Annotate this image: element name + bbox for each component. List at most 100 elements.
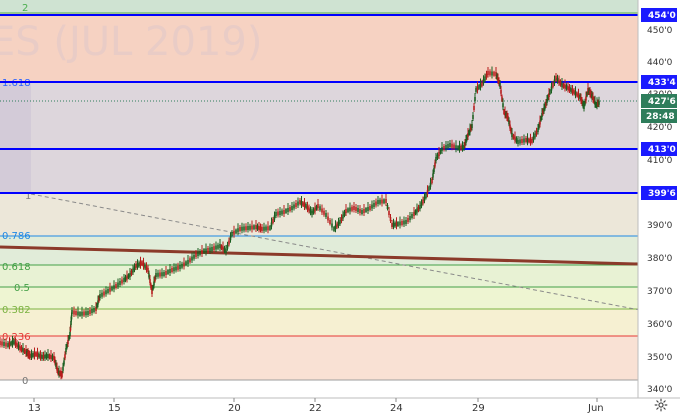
price-bar-body (299, 200, 301, 204)
dashed-trendline[interactable] (30, 193, 641, 311)
price-bar-body (185, 261, 187, 266)
price-bar-body (369, 206, 371, 210)
price-bar-body (115, 284, 117, 288)
price-bar-body (405, 220, 407, 224)
price-bar-body (416, 208, 418, 213)
price-bar-body (177, 265, 179, 270)
price-bar-body (377, 200, 379, 204)
price-bar-body (85, 311, 87, 316)
price-tag-413: 413'0 (641, 142, 677, 156)
price-bar-body (315, 205, 318, 210)
fib-lines (0, 12, 638, 381)
price-bar-body (512, 134, 515, 139)
price-bar-body (365, 208, 367, 212)
price-bar-body (243, 226, 245, 231)
support-trendline[interactable] (0, 245, 639, 266)
price-bar-body (69, 326, 72, 331)
price-bar-body (580, 97, 582, 102)
price-bar-body (510, 128, 512, 133)
price-bar-body (183, 262, 185, 267)
price-bar-body (476, 86, 479, 91)
price-bar-body (353, 206, 355, 210)
price-bar-body (379, 199, 381, 204)
ytick-340: 340'0 (647, 385, 673, 395)
price-bar-body (433, 168, 435, 172)
price-bar-body (191, 256, 193, 261)
time-axis-ticks: 13 15 20 22 24 29 Jun (28, 398, 604, 414)
price-bar-body (247, 226, 249, 230)
price-bar-body (203, 249, 205, 253)
price-bar-body (70, 321, 72, 325)
price-bar-body (157, 272, 159, 277)
fib-label-0382: 0.382 (2, 305, 31, 316)
price-bar-body (28, 353, 30, 357)
price-bar-body (413, 212, 415, 216)
price-bar-body (62, 366, 64, 371)
fib-label-05: 0.5 (14, 283, 30, 294)
price-bar-body (439, 149, 442, 154)
price-bar-body (436, 154, 439, 159)
fib-label-0: 0 (22, 376, 28, 387)
price-bar-body (5, 342, 7, 347)
price-bar-body (425, 194, 427, 198)
price-bar-body (340, 217, 343, 222)
price-bar-body (429, 182, 432, 187)
price-bar-body (547, 96, 549, 100)
price-bar-body (32, 353, 34, 357)
price-bar-body (501, 96, 503, 101)
price-bar-body (79, 312, 81, 316)
price-bar-body (133, 266, 136, 271)
price-bar-body (339, 220, 341, 224)
price-bar-body (303, 203, 306, 207)
price-bar-body (55, 363, 57, 367)
price-bar-body (89, 310, 91, 314)
price-bar-body (342, 214, 344, 219)
price-bar-body (443, 146, 445, 150)
price-bar-body (556, 77, 559, 82)
gear-icon[interactable] (652, 398, 670, 412)
price-bar-body (10, 341, 12, 346)
price-bar-body (475, 88, 477, 92)
price-bar-body (68, 336, 70, 340)
price-bar-body (431, 179, 433, 183)
price-bar-body (509, 124, 511, 129)
price-bar-body (261, 227, 263, 231)
price-bar-body (466, 136, 468, 140)
xtick-22: 22 (309, 403, 322, 414)
price-bar-body (279, 211, 281, 215)
price-bar-body (590, 92, 592, 97)
svg-text:399'6: 399'6 (648, 189, 676, 199)
price-bar-body (35, 352, 37, 356)
price-bar-body (107, 289, 109, 293)
price-bar-body (511, 133, 513, 137)
price-bar-body (508, 120, 510, 125)
price-bar-body (259, 226, 262, 231)
price-bar-body (142, 262, 145, 267)
price-tag-433: 433'4 (641, 75, 677, 89)
price-bar-body (445, 145, 447, 149)
price-bar-body (487, 71, 489, 75)
time-axis[interactable] (0, 398, 680, 415)
price-bar-body (553, 79, 556, 84)
price-bar-body (540, 116, 542, 121)
price-bar-body (491, 71, 493, 76)
ytick-420: 420'0 (647, 123, 673, 133)
price-bar-body (181, 263, 183, 268)
fib-label-0618: 0.618 (2, 262, 31, 273)
ytick-440: 440'0 (647, 58, 673, 68)
price-bar-body (548, 93, 550, 97)
price-bar-body (197, 252, 199, 256)
price-bar-body (507, 116, 509, 120)
price-bar-body (1, 341, 3, 346)
price-bar-body (447, 144, 449, 148)
price-bar-body (285, 209, 287, 213)
ytick-360: 360'0 (647, 320, 673, 330)
price-bar-body (397, 222, 399, 226)
price-bar-body (473, 106, 475, 110)
price-bar-body (138, 262, 140, 267)
fib-label-2: 2 (22, 3, 28, 14)
horizontal-lines[interactable] (0, 14, 638, 194)
price-bar-body (57, 370, 59, 374)
